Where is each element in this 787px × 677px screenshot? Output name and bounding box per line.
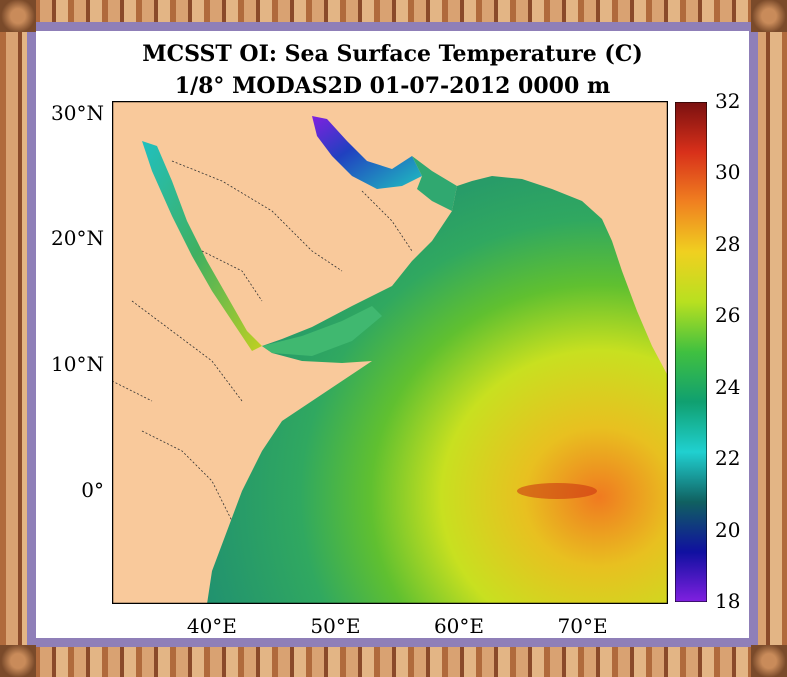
colorbar-tick-label: 28 [715, 231, 741, 256]
colorbar-tick-label: 24 [715, 374, 741, 399]
longitude-tick-label: 40°E [186, 614, 237, 638]
colorbar-tick-label: 30 [715, 160, 741, 185]
latitude-tick-label: 30°N [51, 100, 104, 125]
latitude-tick-label: 0° [81, 477, 104, 502]
colorbar-tick-label: 22 [715, 446, 741, 471]
frame-corner-ornament [0, 645, 36, 677]
frame-corner-ornament [751, 0, 787, 32]
frame-corner-ornament [751, 645, 787, 677]
gulf-of-aden [262, 306, 382, 356]
longitude-tick-label: 70°E [557, 614, 608, 638]
latitude-tick-label: 10°N [51, 352, 104, 377]
frame-corner-ornament [0, 0, 36, 32]
sst-map [112, 101, 668, 604]
warm-anomaly [517, 483, 597, 499]
persian-gulf [312, 116, 422, 189]
latitude-tick-label: 20°N [51, 226, 104, 251]
political-borders [112, 160, 413, 522]
colorbar-tick-label: 18 [715, 589, 741, 613]
longitude-tick-label: 50°E [310, 614, 361, 638]
colorbar-tick-label: 26 [715, 303, 741, 328]
figure-subtitle: 1/8° MODAS2D 01-07-2012 0000 m [174, 73, 611, 99]
colorbar-tick-label: 20 [715, 517, 741, 542]
longitude-tick-label: 60°E [433, 614, 485, 638]
figure-title: MCSST OI: Sea Surface Temperature (C) [142, 41, 643, 67]
colorbar-tick-label: 32 [715, 89, 741, 113]
red-sea [142, 141, 262, 351]
colorbar [675, 102, 707, 602]
gulf-of-oman [412, 156, 457, 211]
map-frame [112, 101, 668, 604]
